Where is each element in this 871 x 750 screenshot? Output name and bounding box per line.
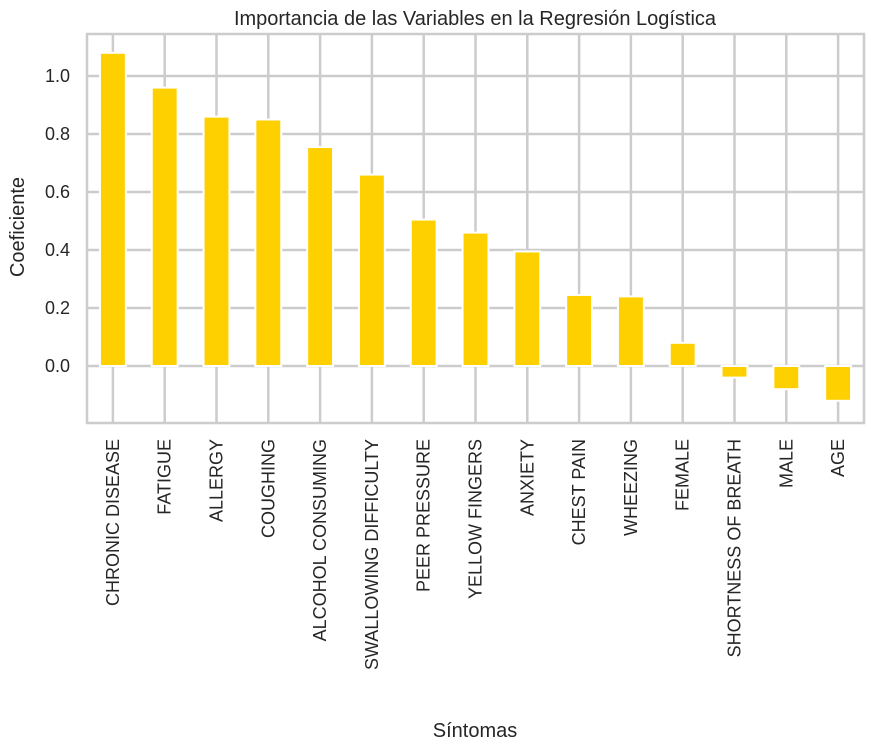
- x-tick-label: COUGHING: [258, 439, 278, 538]
- bar-peer-pressure: [409, 218, 438, 367]
- x-tick-label: ANXIETY: [517, 439, 537, 516]
- bar-age: [824, 365, 853, 402]
- y-tick-label: 0.8: [45, 124, 70, 144]
- x-tick-label: SHORTNESS OF BREATH: [725, 439, 745, 657]
- bar-chest-pain: [565, 293, 594, 368]
- x-tick-label: PEER PRESSURE: [414, 439, 434, 592]
- x-tick-labels: CHRONIC DISEASE FATIGUE ALLERGY COUGHING ALC…: [103, 439, 848, 670]
- bar-chronic-disease: [98, 51, 127, 368]
- bar-female: [668, 341, 697, 367]
- chart-title: Importancia de las Variables en la Regre…: [234, 8, 717, 30]
- y-tick-label: 0.6: [45, 182, 70, 202]
- bar-alcohol-consuming: [306, 146, 335, 367]
- y-tick-label: 0.0: [45, 356, 70, 376]
- y-tick-labels: 0.0 0.2 0.4 0.6 0.8 1.0: [45, 66, 70, 376]
- x-tick-label: AGE: [828, 439, 848, 477]
- x-tick-label: CHRONIC DISEASE: [103, 439, 123, 606]
- bar-allergy: [202, 115, 231, 367]
- x-axis-label: Síntomas: [433, 720, 517, 742]
- x-tick-label: ALCOHOL CONSUMING: [310, 439, 330, 641]
- bar-coughing: [254, 118, 283, 367]
- bar-shortness-of-breath: [720, 365, 749, 379]
- bar-swallowing-difficulty: [357, 173, 386, 367]
- x-tick-label: WHEEZING: [621, 439, 641, 536]
- x-tick-label: ALLERGY: [207, 439, 227, 522]
- x-tick-label: SWALLOWING DIFFICULTY: [362, 439, 382, 670]
- bar-fatigue: [150, 86, 179, 367]
- x-tick-label: FATIGUE: [155, 439, 175, 515]
- bar-wheezing: [616, 295, 645, 367]
- y-tick-label: 0.2: [45, 298, 70, 318]
- x-tick-label: FEMALE: [673, 439, 693, 511]
- bar-male: [772, 365, 801, 391]
- x-tick-label: MALE: [776, 439, 796, 488]
- y-tick-label: 0.4: [45, 240, 70, 260]
- y-tick-label: 1.0: [45, 66, 70, 86]
- bar-yellow-fingers: [461, 231, 490, 367]
- bars-group: [98, 51, 853, 402]
- x-tick-label: YELLOW FINGERS: [466, 439, 486, 599]
- y-axis-label: Coeficiente: [7, 177, 29, 277]
- x-tick-label: CHEST PAIN: [569, 439, 589, 545]
- plot-frame: [85, 32, 866, 425]
- bar-anxiety: [513, 250, 542, 367]
